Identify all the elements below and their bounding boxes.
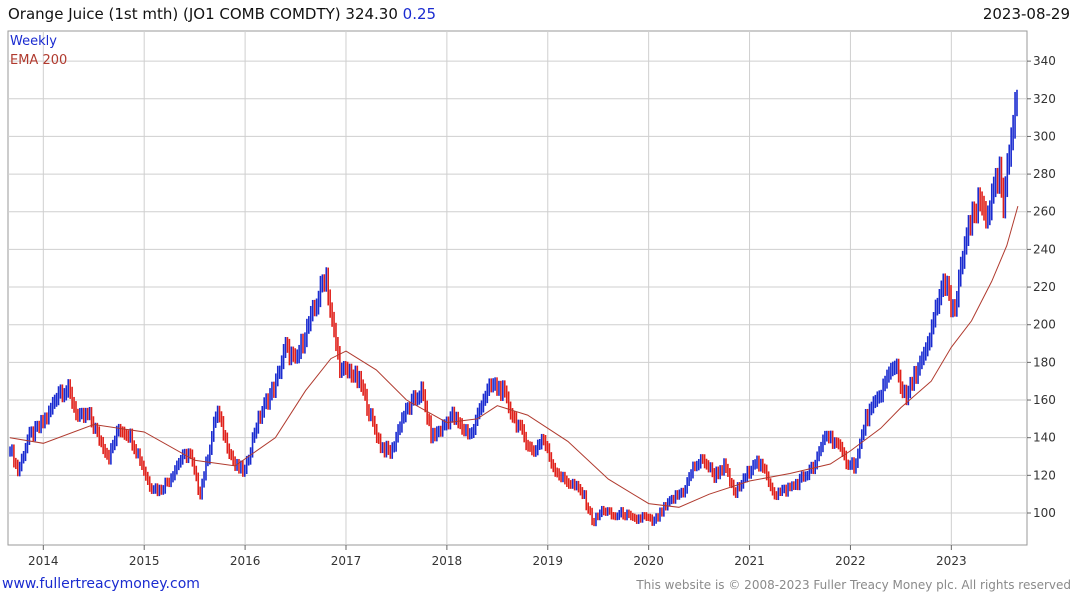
copyright-notice: This website is © 2008-2023 Fuller Treac… (636, 578, 1071, 592)
y-tick-label: 320 (1033, 92, 1056, 106)
plot-border (7, 30, 1028, 546)
chart-date: 2023-08-29 (982, 5, 1070, 23)
x-tick-label: 2015 (129, 554, 160, 568)
y-tick-label: 100 (1033, 506, 1056, 520)
y-tick-label: 160 (1033, 393, 1056, 407)
x-tick-label: 2020 (633, 554, 664, 568)
x-tick-label: 2021 (734, 554, 765, 568)
ema-line (9, 205, 1019, 508)
grid-layer (8, 31, 1027, 545)
y-tick-label: 340 (1033, 54, 1056, 68)
x-tick-label: 2018 (432, 554, 463, 568)
website-link[interactable]: www.fullertreacymoney.com (2, 576, 200, 592)
legend-ema: EMA 200 (10, 53, 67, 68)
title-text: Orange Juice (1st mth) (JO1 COMB COMDTY)… (8, 5, 398, 23)
y-tick-label: 200 (1033, 318, 1056, 332)
x-tick-label: 2022 (835, 554, 866, 568)
ohlc-bars (9, 89, 1018, 527)
y-axis: 100 120 140 160 180 200 220 240 260 280 300 320 340 (1027, 54, 1056, 520)
price-change: 0.25 (402, 5, 437, 23)
y-tick-label: 140 (1033, 431, 1056, 445)
ema-200-line (9, 205, 1019, 508)
legend-weekly: Weekly (10, 34, 57, 49)
x-tick-label: 2023 (936, 554, 967, 568)
x-axis: 2014 2015 2016 2017 2018 2019 2020 2021 2022 2023 (28, 545, 967, 568)
y-tick-label: 180 (1033, 355, 1056, 369)
y-tick-label: 120 (1033, 468, 1056, 482)
x-tick-label: 2019 (532, 554, 563, 568)
x-tick-label: 2017 (331, 554, 362, 568)
x-tick-label: 2016 (230, 554, 261, 568)
y-tick-label: 260 (1033, 205, 1056, 219)
y-tick-label: 220 (1033, 280, 1056, 294)
chart-title: Orange Juice (1st mth) (JO1 COMB COMDTY)… (8, 5, 436, 23)
y-tick-label: 300 (1033, 129, 1056, 143)
x-tick-label: 2014 (28, 554, 59, 568)
y-tick-label: 240 (1033, 242, 1056, 256)
y-tick-label: 280 (1033, 167, 1056, 181)
